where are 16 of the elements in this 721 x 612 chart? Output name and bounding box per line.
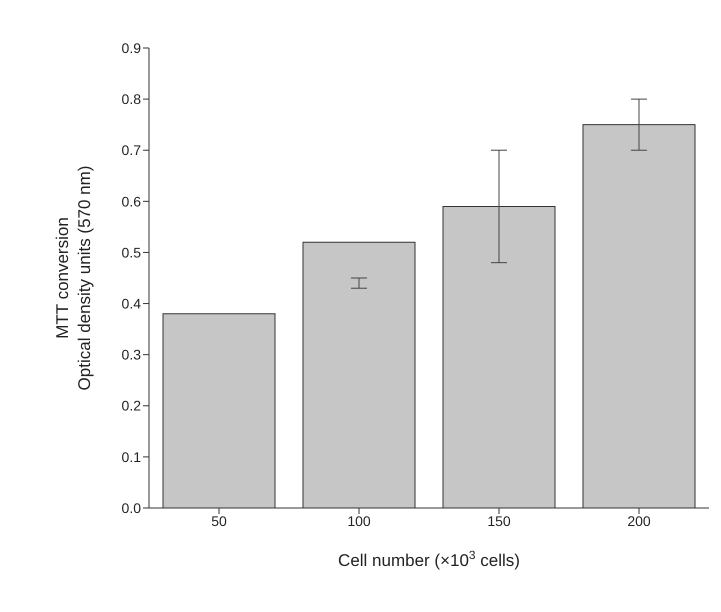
y-tick-label: 0.6 xyxy=(122,193,142,210)
y-tick-label: 0.7 xyxy=(122,142,142,158)
x-tick-label: 150 xyxy=(487,512,511,529)
y-axis-title: MTT conversion Optical density units (570 nm) xyxy=(53,166,94,390)
x-axis-title: Cell number (×10$^{3}$ cells) xyxy=(338,548,520,570)
y-tick-label: 0.9 xyxy=(122,40,142,56)
y-tick-label: 0.2 xyxy=(122,398,142,414)
x-tick-label: 200 xyxy=(627,512,651,529)
y-tick-label: 0.8 xyxy=(122,91,142,108)
y-tick-label: 0.4 xyxy=(122,296,142,312)
y-tick-label: 0.3 xyxy=(122,346,142,363)
x-tick-label: 100 xyxy=(347,512,371,529)
x-tick-label: 50 xyxy=(211,512,227,529)
y-tick-label: 0.0 xyxy=(122,500,142,516)
y-tick-label: 0.1 xyxy=(122,448,142,465)
y-tick-label: 0.5 xyxy=(122,244,142,260)
